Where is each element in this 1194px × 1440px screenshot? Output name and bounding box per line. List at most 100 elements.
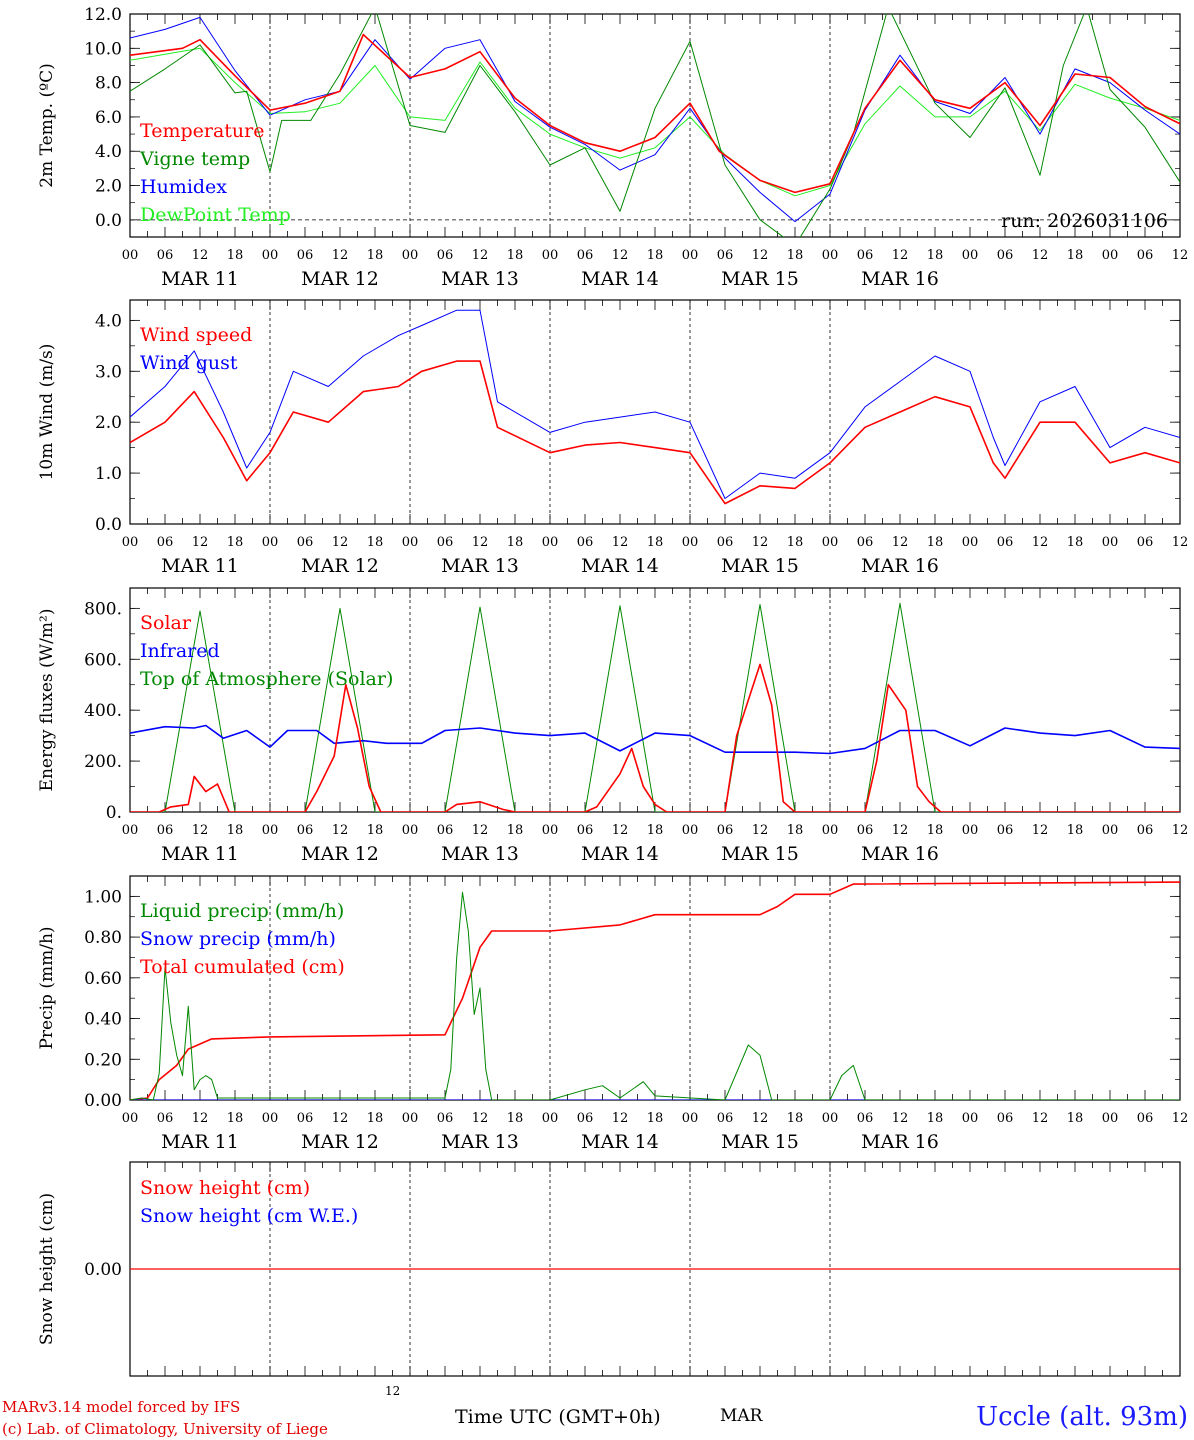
- hour-tick-label: 18: [367, 823, 384, 838]
- y-axis-label: Precip (mm/h): [37, 926, 57, 1049]
- hour-tick-label: 12: [892, 823, 909, 838]
- hour-tick-label: 06: [997, 1111, 1014, 1126]
- y-tick-label: 10.0: [84, 39, 122, 59]
- legend-entry: Total cumulated (cm): [140, 956, 345, 978]
- hour-tick-label: 06: [577, 248, 594, 263]
- y-tick-label: 0.0: [95, 515, 122, 535]
- series-vigne-temp: [130, 14, 1180, 237]
- run-annotation: run: 2026031106: [1001, 210, 1168, 232]
- legend-entry: Solar: [140, 612, 192, 634]
- legend-entry: Wind speed: [140, 324, 252, 346]
- hour-tick-label: 18: [927, 1111, 944, 1126]
- panel-3: 0. 200. 400. 600. 800. Energy fluxes (W/m²) 00…: [37, 587, 1189, 865]
- day-label: MAR 16: [861, 1131, 939, 1153]
- hour-tick-label: 18: [227, 248, 244, 263]
- hour-tick-label: 06: [997, 248, 1014, 263]
- hour-tick-label: 00: [962, 1111, 979, 1126]
- legend-entry: Vigne temp: [139, 148, 250, 170]
- hour-tick-label: 12: [612, 248, 629, 263]
- day-label: MAR 16: [861, 268, 939, 290]
- y-tick-label: 2.0: [95, 177, 122, 197]
- hour-tick-label: 00: [822, 248, 839, 263]
- hour-tick-label: 12: [1172, 823, 1189, 838]
- day-label: MAR 14: [581, 555, 659, 577]
- hour-tick-label: 12: [1032, 535, 1049, 550]
- hour-tick-label: 18: [787, 248, 804, 263]
- hour-tick-label: 00: [1102, 1111, 1119, 1126]
- hour-tick-label: 00: [262, 248, 279, 263]
- hour-tick-label: 00: [262, 823, 279, 838]
- hour-tick-label: 00: [122, 535, 139, 550]
- hour-tick-label: 18: [647, 1111, 664, 1126]
- legend-entry: Snow height (cm W.E.): [140, 1205, 358, 1227]
- hour-tick-label: 12: [332, 823, 349, 838]
- series-temperature: [130, 33, 1180, 194]
- hour-tick-label: 06: [157, 248, 174, 263]
- hour-tick-label: 00: [962, 823, 979, 838]
- hour-tick-label: 06: [577, 1111, 594, 1126]
- hour-tick-label: 00: [542, 823, 559, 838]
- hour-tick-label: 00: [682, 1111, 699, 1126]
- day-label: MAR 11: [161, 1131, 239, 1153]
- day-label: MAR 11: [161, 555, 239, 577]
- hour-tick-label: 00: [262, 1111, 279, 1126]
- hour-tick-label: 12: [1032, 248, 1049, 263]
- day-label: MAR 16: [861, 555, 939, 577]
- legend-entry: Liquid precip (mm/h): [140, 900, 344, 922]
- hour-tick-label: 18: [227, 1111, 244, 1126]
- hour-tick-label: 12: [892, 535, 909, 550]
- panel-5: 0.00 Snow height (cm) Snow height (cm) Snow…: [37, 1161, 1181, 1377]
- stray-tick-label: 12: [385, 1384, 401, 1398]
- hour-tick-label: 18: [787, 823, 804, 838]
- hour-tick-label: 06: [297, 1111, 314, 1126]
- hour-tick-label: 06: [1137, 823, 1154, 838]
- x-axis-month: MAR: [720, 1406, 763, 1426]
- day-label: MAR 16: [861, 843, 939, 865]
- day-label: MAR 11: [161, 843, 239, 865]
- hour-tick-label: 06: [437, 248, 454, 263]
- hour-tick-label: 06: [857, 1111, 874, 1126]
- day-label: MAR 13: [441, 843, 519, 865]
- y-tick-label: 200.: [84, 752, 122, 772]
- legend-entry: Infrared: [140, 640, 220, 662]
- legend-entry: Temperature: [140, 120, 264, 142]
- day-label: MAR 15: [721, 1131, 799, 1153]
- hour-tick-label: 06: [157, 535, 174, 550]
- hour-tick-label: 06: [157, 823, 174, 838]
- hour-tick-label: 12: [472, 248, 489, 263]
- hour-tick-label: 06: [1137, 1111, 1154, 1126]
- hour-tick-label: 06: [717, 1111, 734, 1126]
- hour-tick-label: 12: [332, 535, 349, 550]
- hour-tick-label: 00: [682, 823, 699, 838]
- series-wind-gust: [130, 309, 1180, 499]
- y-axis-label: Energy fluxes (W/m²): [37, 609, 57, 792]
- hour-tick-label: 12: [612, 1111, 629, 1126]
- lab-credit: (c) Lab. of Climatology, University of L…: [2, 1420, 328, 1438]
- hour-tick-label: 00: [822, 823, 839, 838]
- hour-tick-label: 06: [297, 823, 314, 838]
- hour-tick-label: 12: [1172, 535, 1189, 550]
- series-dewpoint-temp: [130, 47, 1180, 197]
- hour-tick-label: 06: [717, 535, 734, 550]
- hour-tick-label: 06: [857, 248, 874, 263]
- panel-1: 0.0 2.0 4.0 6.0 8.0 10.0 12.0 2m Temp. (ºC) 00 06…: [37, 5, 1188, 290]
- hour-tick-label: 06: [717, 823, 734, 838]
- y-tick-label: 0.00: [84, 1091, 122, 1111]
- hour-tick-label: 18: [927, 535, 944, 550]
- hour-tick-label: 18: [647, 823, 664, 838]
- hour-tick-label: 12: [332, 248, 349, 263]
- y-tick-label: 800.: [84, 599, 122, 619]
- y-tick-label: 8.0: [95, 74, 122, 94]
- day-label: MAR 14: [581, 843, 659, 865]
- day-label: MAR 13: [441, 555, 519, 577]
- hour-tick-label: 18: [787, 535, 804, 550]
- hour-tick-label: 00: [402, 823, 419, 838]
- hour-tick-label: 00: [122, 1111, 139, 1126]
- hour-tick-label: 00: [822, 535, 839, 550]
- hour-tick-label: 00: [122, 248, 139, 263]
- hour-tick-label: 18: [1067, 1111, 1084, 1126]
- hour-tick-label: 12: [612, 823, 629, 838]
- hour-tick-label: 12: [472, 535, 489, 550]
- hour-tick-label: 18: [927, 248, 944, 263]
